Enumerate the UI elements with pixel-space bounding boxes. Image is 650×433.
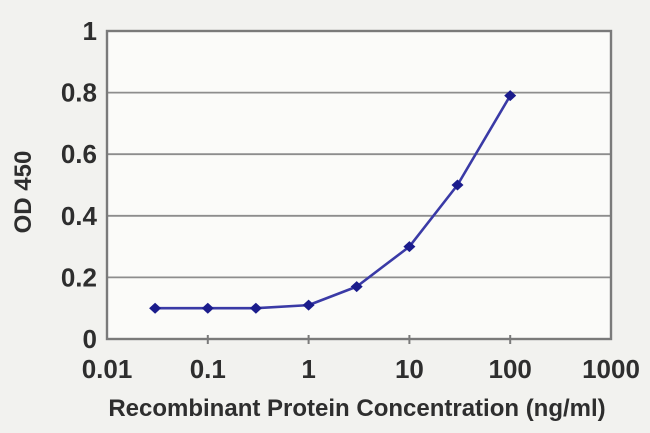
data-point-marker xyxy=(403,241,416,253)
y-tick-label: 0.4 xyxy=(61,201,98,231)
x-axis-title: Recombinant Protein Concentration (ng/ml… xyxy=(108,395,606,422)
x-tick-label: 1000 xyxy=(582,354,640,384)
y-tick-label: 0 xyxy=(83,324,97,354)
data-point-marker xyxy=(504,90,517,102)
data-point-marker xyxy=(149,302,162,314)
data-point-marker xyxy=(350,281,363,293)
y-tick-label: 0.6 xyxy=(61,139,97,169)
y-tick-label: 1 xyxy=(83,16,97,46)
plot-area xyxy=(107,31,611,339)
y-tick-label: 0.8 xyxy=(61,78,97,108)
x-tick-label: 0.01 xyxy=(82,354,133,384)
data-point-marker xyxy=(249,302,262,314)
data-line xyxy=(155,95,512,310)
data-point-marker xyxy=(302,299,315,311)
x-tick-label: 10 xyxy=(395,354,424,384)
y-tick-label: 0.2 xyxy=(61,262,97,292)
plot-frame xyxy=(105,29,613,341)
x-tick-label: 0.1 xyxy=(190,354,226,384)
data-point-marker xyxy=(201,302,214,314)
x-tick-label: 100 xyxy=(489,354,532,384)
y-axis-title: OD 450 xyxy=(10,150,37,234)
x-tick-label: 1 xyxy=(301,354,315,384)
data-point-marker xyxy=(451,179,464,191)
